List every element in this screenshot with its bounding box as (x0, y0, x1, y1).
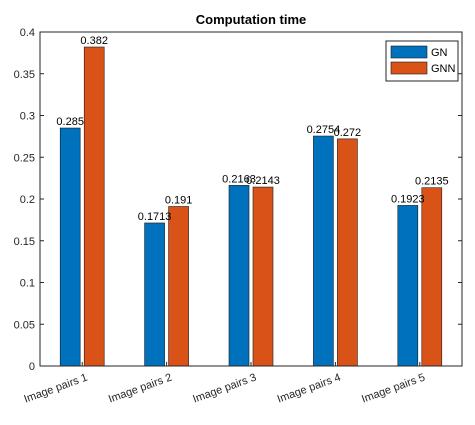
bar-gnn-3 (252, 186, 274, 367)
legend: GN GNN (385, 40, 459, 82)
y-tick-label-6: 0.3 (20, 111, 35, 123)
data-label-gnn-2: 0.191 (165, 195, 193, 207)
bar-gnn-4 (337, 138, 358, 367)
bar-gnn-2 (168, 206, 189, 367)
legend-swatch-gnn (390, 61, 428, 75)
y-tick-label-8: 0.4 (20, 27, 35, 39)
plot-area (40, 32, 462, 366)
y-tick-label-4: 0.2 (20, 194, 35, 206)
bar-gn-5 (397, 205, 419, 367)
y-tick-label-1: 0.05 (14, 319, 35, 331)
x-tick-label-2: Image pairs 2 (107, 372, 174, 406)
data-label-gnn-5: 0.2135 (415, 176, 449, 188)
y-tick-label-5: 0.25 (14, 152, 35, 164)
data-label-gn-5: 0.1923 (391, 193, 425, 205)
bar-gn-1 (59, 127, 81, 367)
legend-label-gnn: GNN (431, 63, 456, 75)
x-tick-label-3: Image pairs 3 (191, 372, 258, 406)
bar-gn-3 (228, 185, 250, 367)
chart-title: Computation time (196, 12, 307, 27)
bar-gn-4 (313, 135, 334, 367)
data-label-gn-2: 0.1713 (138, 211, 172, 223)
data-label-gnn-4: 0.272 (334, 127, 362, 139)
data-label-gn-4: 0.2754 (307, 124, 341, 136)
bar-gnn-1 (83, 46, 105, 367)
y-tick-label-7: 0.35 (14, 69, 35, 81)
legend-swatch-gn (390, 45, 428, 59)
x-tick-label-5: Image pairs 5 (360, 372, 427, 406)
y-tick-label-2: 0.1 (20, 278, 35, 290)
data-label-gnn-1: 0.382 (80, 35, 108, 47)
bar-gnn-5 (421, 187, 443, 367)
data-label-gn-1: 0.285 (56, 116, 84, 128)
x-tick-label-1: Image pairs 1 (22, 372, 89, 406)
y-tick-label-0: 0 (29, 361, 35, 373)
data-label-gnn-3: 0.2143 (246, 175, 280, 187)
data-label-gn-3: 0.2163 (222, 173, 256, 185)
y-tick-label-3: 0.15 (14, 236, 35, 248)
legend-label-gn: GN (431, 47, 448, 59)
bar-gn-2 (144, 222, 165, 367)
x-tick-label-4: Image pairs 4 (276, 372, 343, 406)
